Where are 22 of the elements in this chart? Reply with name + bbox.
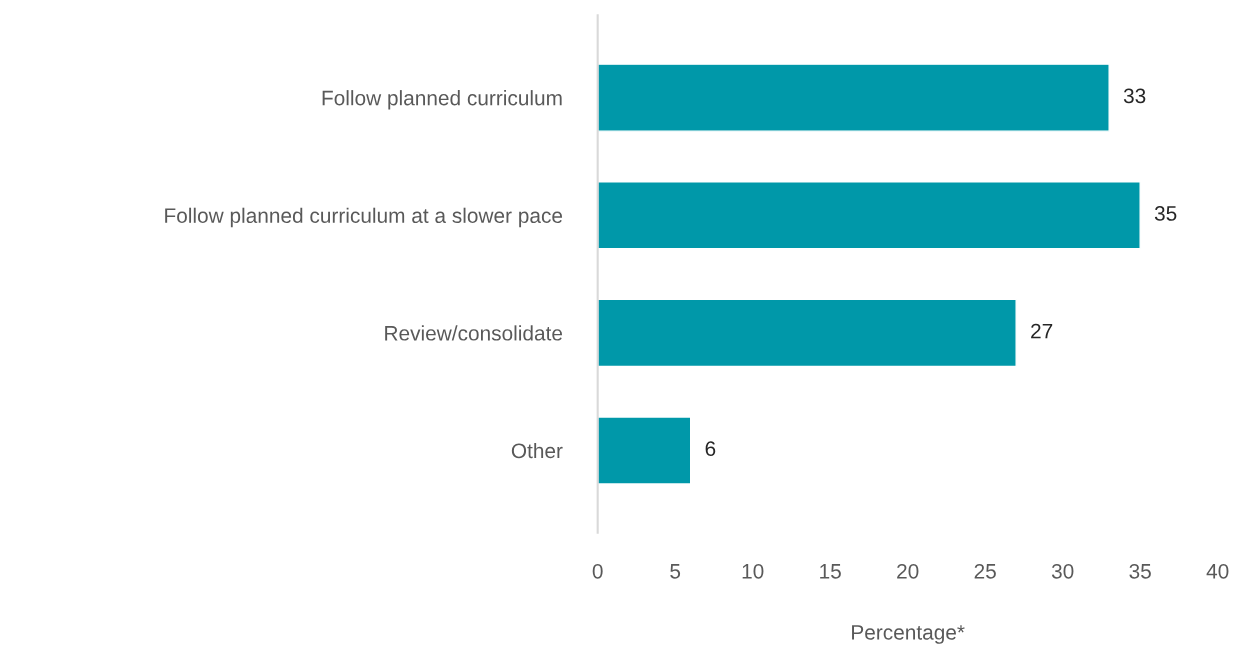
x-tick-label: 15	[820, 564, 841, 579]
data-label: 27	[1031, 323, 1053, 339]
x-tick-label: 30	[1051, 563, 1074, 579]
data-label: 33	[1123, 88, 1146, 104]
y-tick-label: Review/consolidate	[385, 325, 563, 341]
bar	[597, 63, 1110, 132]
bar	[597, 298, 1017, 368]
x-tick-label: 40	[1206, 563, 1229, 579]
data-label: 6	[705, 441, 716, 457]
y-tick-label: Follow planned curriculum	[322, 90, 562, 110]
y-tick-label: Other	[511, 442, 563, 459]
y-tick-label: Follow planned curriculum at a slower pace	[165, 207, 563, 228]
x-tick-label: 35	[1129, 563, 1151, 579]
bar	[597, 416, 692, 485]
x-tick-label: 5	[670, 564, 681, 579]
x-tick-label: 20	[897, 563, 919, 579]
x-axis-title: Percentage*	[852, 625, 965, 644]
bar	[597, 181, 1141, 250]
x-tick-label: 10	[742, 563, 764, 579]
data-label: 35	[1154, 206, 1177, 221]
x-tick-label: 25	[974, 563, 996, 579]
x-tick-label: 0	[592, 563, 603, 579]
